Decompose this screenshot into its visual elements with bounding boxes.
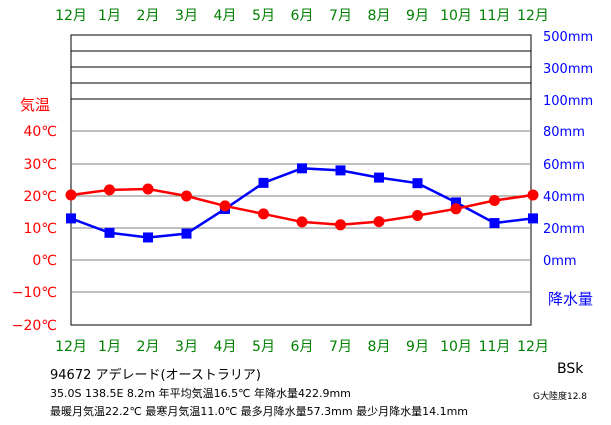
temperature-point (219, 200, 231, 212)
precipitation-axis-label: 降水量 (548, 290, 593, 308)
month-label-bottom: 8月 (368, 339, 391, 355)
month-labels-bottom: 12月 1月 2月 3月 4月 5月 6月 7月 8月 9月 10月 11月 12月 (55, 339, 549, 355)
precipitation-point (258, 177, 269, 188)
month-label-bottom: 2月 (137, 339, 160, 355)
month-labels-top: 12月 1月 2月 3月 4月 5月 6月 7月 8月 9月 10月 11月 12月 (55, 8, 549, 24)
month-label-bottom: 6月 (291, 339, 314, 355)
month-label-bottom: 12月 (517, 339, 549, 355)
temperature-point (489, 194, 500, 206)
month-label-top: 2月 (137, 8, 160, 24)
temperature-tick-label: 10℃ (23, 221, 57, 237)
station-info-line2: 最暖月気温22.2℃ 最寒月気温11.0℃ 最多月降水量57.3mm 最少月降水… (50, 405, 469, 418)
month-label-bottom: 1月 (98, 339, 121, 355)
temperature-point (142, 183, 154, 195)
temperature-series (65, 183, 539, 231)
month-label-bottom: 5月 (252, 339, 275, 355)
temperature-point (412, 210, 423, 222)
month-label-bottom: 7月 (329, 339, 352, 355)
precipitation-point (412, 178, 423, 189)
precipitation-tick-label: 500mm (543, 30, 593, 45)
temperature-point (296, 216, 308, 228)
temperature-tick-label: 40℃ (23, 124, 57, 140)
month-label-bottom: 12月 (55, 339, 87, 355)
month-label-top: 1月 (98, 8, 121, 24)
temperature-axis-label: 気温 (20, 96, 50, 114)
temperature-point (373, 216, 385, 228)
temperature-tick-label: 20℃ (23, 189, 57, 205)
plot-frame (70, 34, 532, 326)
precipitation-point (489, 218, 500, 229)
precipitation-tick-label: 0mm (543, 254, 577, 269)
month-label-bottom: 11月 (479, 339, 511, 355)
month-label-top: 10月 (440, 8, 472, 24)
temperature-point (65, 189, 77, 201)
precipitation-tick-label: 80mm (543, 125, 585, 140)
precipitation-point (528, 213, 538, 224)
precipitation-tick-label: 60mm (543, 158, 585, 173)
month-label-top: 4月 (214, 8, 237, 24)
month-label-bottom: 3月 (175, 339, 198, 355)
month-label-bottom: 4月 (214, 339, 237, 355)
precipitation-tick-label: 300mm (543, 62, 593, 77)
precipitation-series (66, 163, 538, 243)
month-label-top: 8月 (368, 8, 391, 24)
precipitation-point (335, 165, 346, 176)
month-label-top: 11月 (479, 8, 511, 24)
precipitation-point (181, 228, 192, 239)
precipitation-point (66, 213, 76, 224)
temperature-tick-label: 30℃ (23, 157, 57, 173)
precipitation-axis-ticks: 500mm 300mm 100mm 80mm 60mm 40mm 20mm 0mm (543, 30, 593, 269)
plot-border (70, 34, 532, 326)
month-label-top: 5月 (252, 8, 275, 24)
month-label-bottom: 10月 (440, 339, 472, 355)
temperature-point (181, 190, 192, 202)
month-label-top: 9月 (406, 8, 429, 24)
month-label-top: 7月 (329, 8, 352, 24)
precipitation-tick-label: 20mm (543, 222, 585, 237)
temperature-point (527, 189, 539, 201)
temperature-point (104, 184, 115, 196)
precipitation-point (451, 197, 461, 208)
precipitation-point (374, 172, 384, 183)
temperature-tick-label: 0℃ (32, 253, 57, 269)
climate-class: BSk (557, 361, 584, 377)
precipitation-tick-label: 40mm (543, 190, 585, 205)
precipitation-point (104, 227, 115, 238)
month-label-top: 3月 (175, 8, 198, 24)
temperature-point (335, 219, 346, 231)
land-index: G大陸度12.8 (533, 392, 588, 402)
station-name: 94672 アデレード(オーストラリア) (50, 368, 261, 383)
precipitation-tick-label: 100mm (543, 94, 593, 109)
month-label-top: 6月 (291, 8, 314, 24)
temperature-tick-label: −10℃ (12, 285, 57, 301)
temperature-axis-ticks: 40℃ 30℃ 20℃ 10℃ 0℃ −10℃ −20℃ (12, 124, 57, 334)
precipitation-point (297, 163, 307, 174)
month-label-bottom: 9月 (406, 339, 429, 355)
temperature-point (450, 203, 462, 215)
precipitation-point (143, 232, 153, 243)
station-info-line1: 35.0S 138.5E 8.2m 年平均気温16.5℃ 年降水量422.9mm (50, 387, 351, 400)
temperature-point (258, 208, 269, 220)
temperature-tick-label: −20℃ (12, 318, 57, 334)
month-label-top: 12月 (55, 8, 87, 24)
month-label-top: 12月 (517, 8, 549, 24)
